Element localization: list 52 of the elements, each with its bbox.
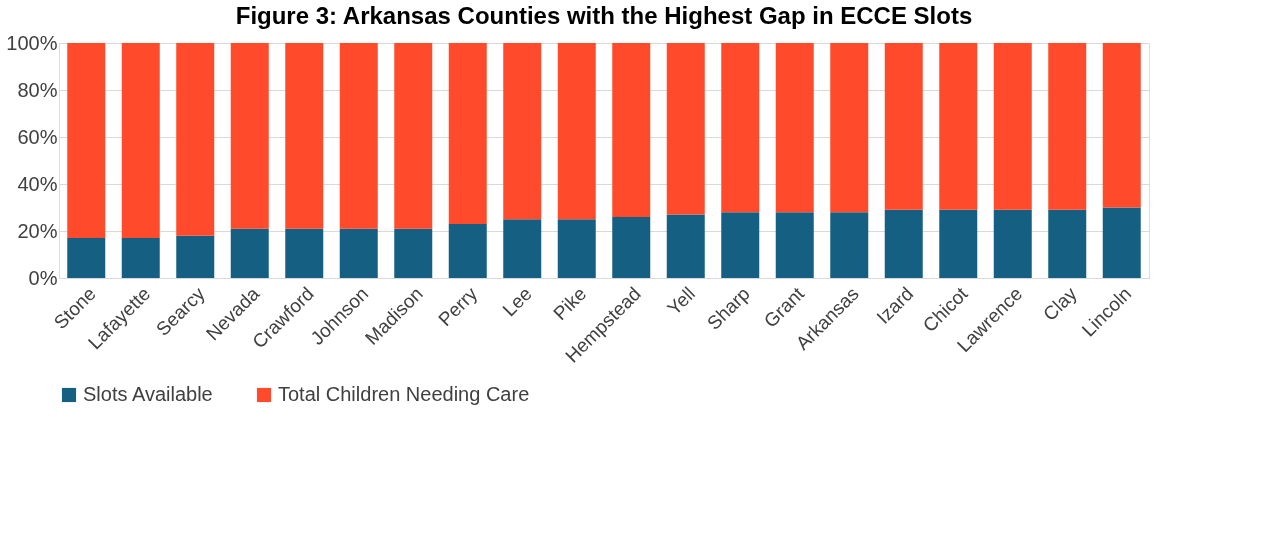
bar xyxy=(993,209,1032,278)
bar xyxy=(830,212,869,278)
y-tick-label: 60% xyxy=(17,125,58,148)
y-tick-label: 20% xyxy=(17,219,58,242)
x-tick-label: Clay xyxy=(1038,282,1082,325)
bar xyxy=(394,43,433,229)
bar xyxy=(557,219,596,278)
bar xyxy=(67,43,106,239)
bar xyxy=(176,235,215,278)
y-tick-label: 0% xyxy=(28,266,58,289)
bar xyxy=(884,43,923,210)
bar xyxy=(339,43,378,229)
y-tick-label: 40% xyxy=(17,172,58,195)
legend-label: Total Children Needing Care xyxy=(278,383,530,405)
bar xyxy=(1048,209,1087,278)
bar xyxy=(939,43,978,210)
bar xyxy=(1102,207,1141,278)
y-tick-label: 100% xyxy=(6,31,58,54)
bar xyxy=(285,43,324,229)
bar xyxy=(285,228,324,278)
x-tick-label: Yell xyxy=(663,283,700,320)
y-tick-label: 80% xyxy=(17,78,58,101)
bar xyxy=(775,212,814,278)
bar xyxy=(721,212,760,278)
chart-title: Figure 3: Arkansas Counties with the Highest Gap in ECCE Slots xyxy=(235,2,973,29)
bar xyxy=(394,228,433,278)
x-tick-label: Lee xyxy=(498,283,536,321)
bar xyxy=(830,43,869,213)
bar xyxy=(666,214,705,278)
bar xyxy=(612,43,651,217)
bar xyxy=(1048,43,1087,210)
bar xyxy=(448,223,487,278)
bar xyxy=(503,219,542,278)
bar xyxy=(339,228,378,278)
bar xyxy=(884,209,923,278)
bar xyxy=(1102,43,1141,208)
bar xyxy=(230,228,269,278)
bar xyxy=(176,43,215,236)
bar xyxy=(121,43,160,239)
bar xyxy=(993,43,1032,210)
bar xyxy=(230,43,269,229)
legend-label: Slots Available xyxy=(83,383,213,405)
bar xyxy=(666,43,705,215)
bar xyxy=(612,216,651,278)
bar xyxy=(557,43,596,220)
bar xyxy=(448,43,487,224)
bar xyxy=(67,238,106,278)
bar xyxy=(503,43,542,220)
bar xyxy=(721,43,760,213)
bar xyxy=(939,209,978,278)
bar xyxy=(775,43,814,213)
bar xyxy=(121,238,160,278)
